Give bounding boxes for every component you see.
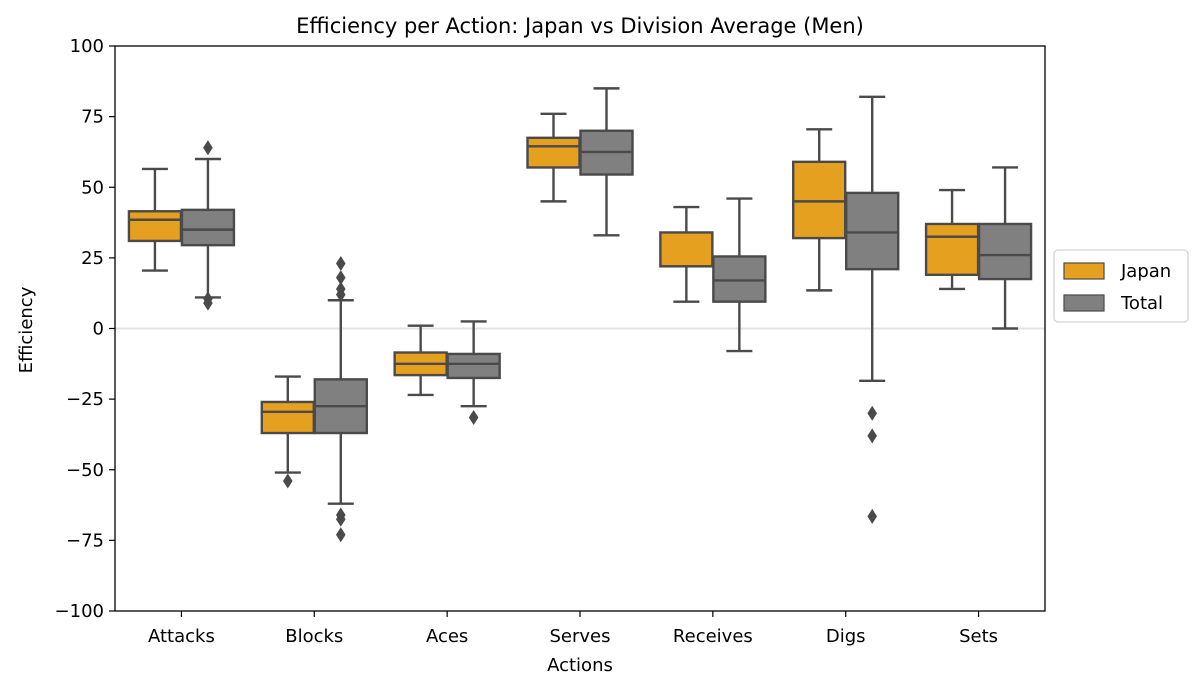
x-tick-label: Sets <box>959 626 998 647</box>
box-layer <box>127 87 1033 543</box>
y-tick-label: 50 <box>81 177 104 198</box>
chart-title: Efficiency per Action: Japan vs Division… <box>296 14 864 38</box>
y-tick-label: −25 <box>66 389 104 410</box>
box-body <box>260 400 315 435</box>
legend-swatch-total <box>1063 294 1105 312</box>
box-total-serves <box>579 87 634 237</box>
outlier-point <box>335 527 346 543</box>
box-total-attacks <box>180 140 236 311</box>
y-tick-label: −50 <box>66 460 104 481</box>
x-tick-label: Blocks <box>285 626 343 647</box>
box-japan-receives <box>659 205 714 303</box>
box-total-aces <box>446 320 501 425</box>
box-japan-blocks <box>260 375 315 489</box>
y-axis: −100 −75 −50 −25 0 25 50 75 100 <box>55 36 115 622</box>
box-total-receives <box>712 197 767 353</box>
y-tick-label: −100 <box>55 601 104 622</box>
y-tick-label: 25 <box>81 248 104 269</box>
box-japan-serves <box>526 112 581 203</box>
outlier-point <box>867 405 878 421</box>
outlier-point <box>335 511 346 527</box>
x-tick-label: Attacks <box>148 626 215 647</box>
box-japan-aces <box>393 324 448 397</box>
box-body <box>924 222 980 277</box>
outlier-point <box>335 256 346 272</box>
outlier-point <box>468 409 479 425</box>
outlier-point <box>203 140 213 156</box>
x-tick-label: Receives <box>673 626 753 647</box>
legend-label-total: Total <box>1120 293 1163 314</box>
box-body <box>127 210 183 243</box>
box-total-digs <box>845 95 900 524</box>
box-body <box>845 191 900 271</box>
y-tick-label: 0 <box>93 319 104 340</box>
y-axis-title: Efficiency <box>16 286 37 373</box>
box-body <box>792 160 847 240</box>
outlier-point <box>335 287 346 303</box>
box-body <box>977 222 1033 281</box>
outlier-point <box>867 508 878 524</box>
outlier-point <box>335 270 346 286</box>
box-body <box>526 136 581 169</box>
x-axis: Attacks Blocks Aces Serves Receives Digs Sets <box>148 611 998 647</box>
box-japan-sets <box>924 188 980 291</box>
x-tick-label: Aces <box>426 626 468 647</box>
x-axis-title: Actions <box>547 655 613 676</box>
y-tick-label: 100 <box>70 36 104 57</box>
outlier-point <box>282 473 293 489</box>
legend-swatch-japan <box>1063 262 1105 280</box>
outlier-point <box>203 291 213 307</box>
box-body <box>446 352 501 380</box>
legend: Japan Total <box>1053 249 1189 323</box>
legend-label-japan: Japan <box>1120 261 1171 282</box>
box-total-sets <box>977 166 1033 330</box>
outlier-point <box>867 428 878 444</box>
x-tick-label: Serves <box>549 626 610 647</box>
box-total-blocks <box>313 256 368 543</box>
box-body <box>659 231 714 268</box>
box-japan-attacks <box>127 167 183 272</box>
y-tick-label: 75 <box>81 107 104 128</box>
x-tick-label: Digs <box>826 626 866 647</box>
box-body <box>712 255 767 303</box>
box-body <box>180 208 236 247</box>
box-japan-digs <box>792 128 847 292</box>
y-tick-label: −75 <box>66 530 104 551</box>
